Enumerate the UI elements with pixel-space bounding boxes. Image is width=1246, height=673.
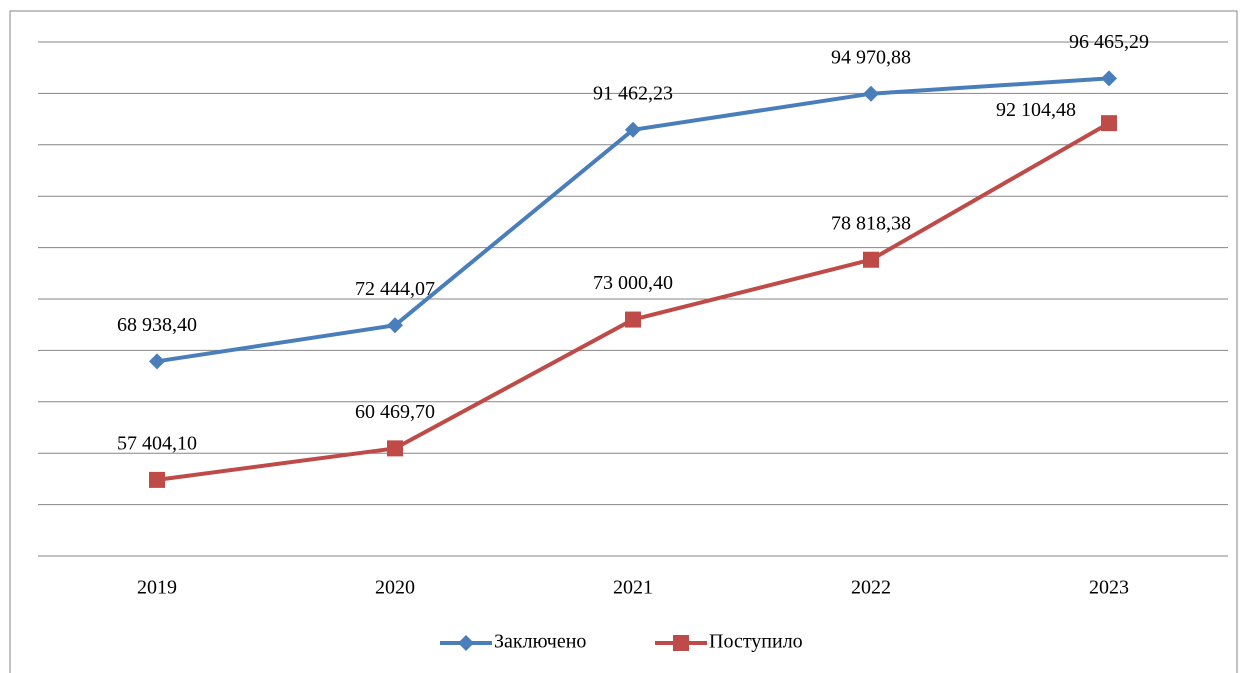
data-point	[1101, 70, 1117, 87]
legend-label: Поступило	[709, 631, 803, 653]
data-point	[625, 121, 641, 138]
x-tick-label: 2021	[613, 577, 653, 599]
series-line	[156, 121, 1110, 482]
data-label: 92 104,48	[996, 99, 1076, 121]
data-point	[149, 471, 165, 488]
chart-border	[9, 10, 1238, 673]
data-label: 73 000,40	[593, 272, 673, 294]
legend-marker	[458, 635, 474, 651]
data-label: 72 444,07	[355, 278, 435, 300]
data-point	[387, 440, 403, 457]
x-tick-label: 2023	[1089, 577, 1129, 599]
data-label: 68 938,40	[117, 314, 197, 336]
data-label: 78 818,38	[831, 212, 911, 234]
legend-label: Заключено	[494, 631, 586, 653]
data-label: 57 404,10	[117, 432, 197, 454]
data-point	[863, 85, 879, 102]
data-label: 96 465,29	[1069, 31, 1149, 53]
data-label: 60 469,70	[355, 401, 435, 423]
data-point	[387, 317, 403, 334]
data-label: 91 462,23	[593, 82, 673, 104]
data-label: 94 970,88	[831, 46, 911, 68]
x-tick-label: 2022	[851, 577, 891, 599]
data-point	[1101, 115, 1117, 132]
x-tick-label: 2020	[375, 577, 415, 599]
data-point	[625, 311, 641, 328]
x-tick-label: 2019	[137, 577, 177, 599]
legend-marker	[673, 635, 689, 651]
data-point	[149, 353, 165, 370]
data-point	[863, 251, 879, 268]
